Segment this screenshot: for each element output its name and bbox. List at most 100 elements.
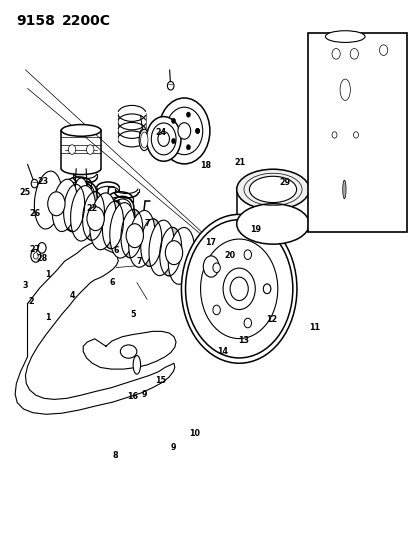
Circle shape	[181, 214, 296, 364]
Text: 5: 5	[130, 310, 135, 319]
Text: 3: 3	[23, 280, 28, 289]
Circle shape	[331, 49, 339, 59]
Ellipse shape	[34, 171, 62, 229]
Ellipse shape	[325, 31, 364, 43]
Ellipse shape	[188, 237, 213, 290]
Text: 29: 29	[278, 178, 290, 187]
Ellipse shape	[109, 203, 135, 258]
Circle shape	[223, 268, 255, 310]
Ellipse shape	[71, 185, 95, 241]
Ellipse shape	[236, 169, 309, 209]
Ellipse shape	[52, 179, 77, 231]
Text: 24: 24	[155, 128, 166, 137]
Circle shape	[38, 198, 44, 207]
Circle shape	[31, 179, 38, 188]
Text: 7: 7	[136, 257, 141, 265]
Text: 15: 15	[155, 376, 166, 385]
Ellipse shape	[75, 178, 87, 202]
Circle shape	[263, 284, 270, 294]
Ellipse shape	[334, 179, 342, 200]
Circle shape	[166, 107, 202, 155]
Ellipse shape	[47, 192, 65, 216]
Ellipse shape	[133, 356, 140, 374]
Circle shape	[33, 253, 38, 259]
Circle shape	[68, 222, 75, 231]
Text: 28: 28	[36, 254, 47, 263]
Ellipse shape	[140, 132, 147, 148]
Ellipse shape	[159, 227, 181, 276]
Circle shape	[146, 117, 180, 161]
Ellipse shape	[203, 256, 218, 277]
Ellipse shape	[64, 184, 85, 232]
Circle shape	[212, 305, 220, 314]
Text: 11: 11	[308, 323, 319, 332]
Circle shape	[31, 249, 40, 262]
Ellipse shape	[90, 193, 116, 250]
Ellipse shape	[121, 209, 142, 258]
Ellipse shape	[102, 201, 123, 249]
Circle shape	[331, 132, 336, 138]
Ellipse shape	[61, 125, 101, 136]
Circle shape	[171, 118, 175, 124]
Text: 18: 18	[200, 161, 211, 170]
Circle shape	[212, 263, 220, 272]
Ellipse shape	[236, 204, 309, 244]
Ellipse shape	[126, 224, 143, 248]
Ellipse shape	[82, 192, 104, 240]
Text: 9: 9	[170, 443, 176, 452]
Circle shape	[171, 139, 175, 144]
Text: 2200C: 2200C	[62, 14, 111, 28]
Circle shape	[186, 144, 190, 150]
Circle shape	[68, 145, 76, 155]
Text: 6: 6	[113, 246, 119, 255]
Circle shape	[158, 98, 209, 164]
Text: 2: 2	[29, 296, 34, 305]
Circle shape	[195, 128, 199, 134]
Ellipse shape	[165, 241, 182, 265]
Circle shape	[157, 132, 169, 147]
Circle shape	[349, 49, 358, 59]
Text: 6: 6	[109, 278, 114, 287]
Text: 10: 10	[189, 430, 199, 439]
Circle shape	[178, 123, 190, 139]
Circle shape	[244, 250, 251, 260]
Text: 27: 27	[29, 245, 40, 254]
Text: 12: 12	[266, 315, 277, 324]
Text: 13: 13	[238, 336, 249, 345]
Text: 26: 26	[29, 209, 40, 218]
Text: 17: 17	[205, 238, 216, 247]
Circle shape	[86, 145, 94, 155]
Ellipse shape	[342, 180, 345, 199]
Text: 22: 22	[86, 204, 98, 213]
Circle shape	[200, 239, 277, 338]
Circle shape	[185, 220, 292, 358]
Bar	[307, 33, 406, 232]
Circle shape	[263, 284, 270, 294]
Text: 20: 20	[223, 252, 235, 260]
Ellipse shape	[149, 220, 174, 276]
Text: 23: 23	[37, 177, 48, 186]
Ellipse shape	[128, 211, 154, 267]
Text: 25: 25	[19, 188, 30, 197]
Ellipse shape	[120, 345, 137, 358]
Ellipse shape	[249, 176, 296, 203]
Circle shape	[353, 132, 358, 138]
Text: 1: 1	[45, 312, 51, 321]
Text: 4: 4	[70, 291, 76, 300]
Text: 16: 16	[127, 392, 138, 401]
Circle shape	[186, 112, 190, 117]
Ellipse shape	[87, 207, 104, 231]
Text: 1: 1	[45, 270, 51, 279]
Ellipse shape	[139, 130, 149, 151]
Ellipse shape	[140, 219, 161, 266]
Circle shape	[230, 277, 248, 301]
Circle shape	[140, 130, 146, 138]
Circle shape	[379, 45, 387, 55]
Text: 9158: 9158	[17, 14, 55, 28]
Text: 19: 19	[249, 225, 261, 234]
Text: 7: 7	[144, 220, 150, 229]
Ellipse shape	[168, 228, 194, 284]
Circle shape	[38, 243, 46, 253]
Text: 8: 8	[112, 451, 118, 460]
Circle shape	[195, 128, 199, 134]
